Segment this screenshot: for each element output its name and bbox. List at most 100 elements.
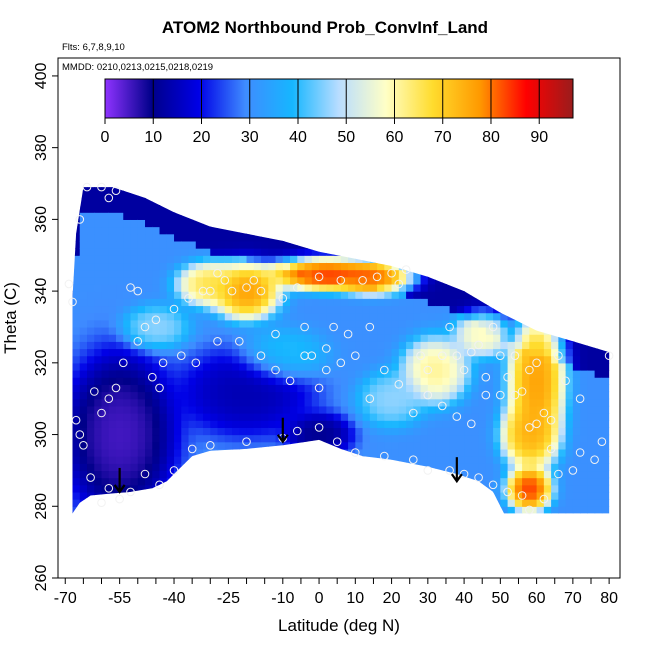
- field-cell: [152, 219, 161, 228]
- field-cell: [159, 326, 168, 335]
- field-cell: [116, 283, 124, 292]
- field-cell: [297, 448, 306, 457]
- field-cell: [108, 355, 117, 364]
- field-cell: [594, 334, 603, 342]
- field-cell: [87, 312, 95, 321]
- observation-point: [322, 365, 331, 375]
- field-cell: [203, 312, 211, 321]
- field-cell: [239, 334, 248, 342]
- field-cell: [297, 398, 306, 407]
- observation-point: [169, 304, 179, 314]
- field-cell: [543, 413, 552, 421]
- field-cell: [290, 312, 298, 321]
- field-cell: [282, 197, 291, 206]
- field-cell: [594, 276, 603, 285]
- field-cell: [181, 513, 189, 521]
- observation-point: [351, 448, 360, 457]
- field-cell: [246, 491, 255, 500]
- field-cell: [493, 413, 501, 421]
- field-cell: [413, 212, 422, 220]
- field-cell: [72, 477, 81, 486]
- field-cell: [398, 348, 407, 357]
- field-cell: [478, 305, 487, 314]
- field-cell: [601, 291, 610, 299]
- field-cell: [551, 348, 559, 357]
- field-cell: [116, 248, 124, 256]
- field-cell: [507, 326, 516, 335]
- field-cell: [275, 355, 284, 364]
- field-cell: [435, 362, 443, 371]
- field-cell: [246, 370, 255, 378]
- field-cell: [130, 326, 139, 335]
- observation-point: [365, 322, 375, 332]
- field-cell: [558, 441, 567, 450]
- field-cell: [522, 205, 530, 213]
- field-cell: [522, 283, 530, 292]
- field-cell: [188, 463, 197, 472]
- field-cell: [210, 448, 219, 457]
- field-cell: [253, 470, 262, 479]
- field-cell: [391, 262, 400, 271]
- observation-point: [322, 344, 331, 353]
- field-cell: [355, 262, 364, 271]
- field-cell: [72, 205, 81, 213]
- field-cell: [166, 326, 175, 335]
- field-cell: [384, 219, 393, 228]
- field-cell: [137, 269, 146, 278]
- field-cell: [297, 499, 306, 507]
- field-cell: [464, 291, 472, 299]
- field-cell: [181, 434, 190, 443]
- field-cell: [203, 233, 211, 242]
- field-cell: [195, 477, 204, 486]
- field-cell: [435, 355, 443, 364]
- field-cell: [72, 283, 81, 292]
- field-cell: [210, 283, 219, 292]
- field-cell: [181, 291, 190, 299]
- field-cell: [348, 513, 356, 521]
- field-cell: [319, 456, 327, 464]
- field-cell: [297, 176, 305, 184]
- field-cell: [384, 190, 393, 199]
- field-cell: [224, 377, 233, 385]
- field-cell: [101, 233, 110, 242]
- field-cell: [340, 491, 349, 500]
- field-cell: [413, 190, 422, 199]
- field-cell: [224, 355, 233, 364]
- field-cell: [79, 341, 88, 350]
- field-cell: [224, 384, 233, 393]
- field-cell: [601, 398, 610, 407]
- field-cell: [334, 513, 342, 521]
- field-cell: [406, 326, 414, 335]
- field-cell: [406, 255, 414, 264]
- field-cell: [435, 312, 443, 321]
- field-cell: [435, 305, 443, 314]
- observation-point: [452, 351, 462, 361]
- field-cell: [398, 427, 407, 436]
- field-cell: [195, 190, 204, 199]
- field-cell: [377, 348, 385, 357]
- field-cell: [145, 219, 153, 228]
- field-cell: [464, 197, 472, 206]
- field-cell: [435, 477, 443, 486]
- field-cell: [464, 362, 472, 371]
- field-cell: [485, 291, 494, 299]
- field-cell: [253, 491, 262, 500]
- field-cell: [319, 413, 327, 421]
- field-cell: [101, 463, 110, 472]
- field-cell: [435, 484, 443, 493]
- field-cell: [566, 176, 574, 184]
- field-cell: [471, 176, 479, 184]
- field-cell: [522, 233, 530, 242]
- field-cell: [268, 463, 277, 472]
- field-cell: [261, 384, 269, 393]
- field-cell: [282, 233, 291, 242]
- field-cell: [130, 413, 139, 421]
- field-cell: [565, 484, 574, 493]
- field-cell: [442, 233, 451, 242]
- field-cell: [130, 276, 139, 285]
- observation-point: [336, 276, 346, 285]
- field-cell: [160, 513, 168, 521]
- field-cell: [398, 362, 407, 371]
- field-cell: [456, 506, 465, 514]
- field-cell: [152, 405, 161, 414]
